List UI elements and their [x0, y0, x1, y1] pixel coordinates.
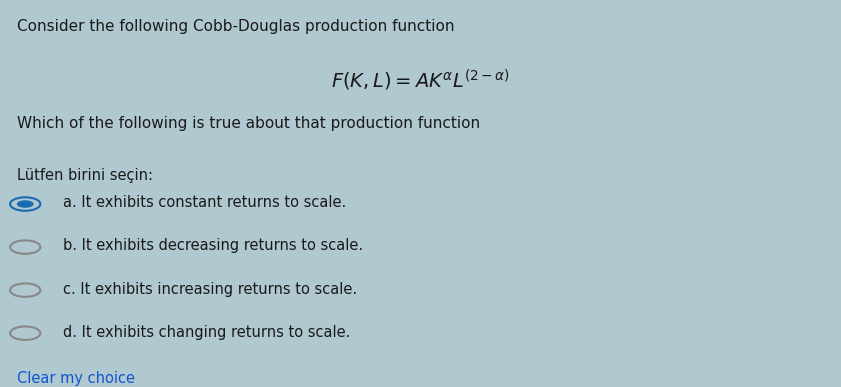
Text: a. It exhibits constant returns to scale.: a. It exhibits constant returns to scale… — [63, 195, 346, 211]
Text: Which of the following is true about that production function: Which of the following is true about tha… — [17, 116, 480, 131]
Text: Lütfen birini seçin:: Lütfen birini seçin: — [17, 168, 153, 183]
Circle shape — [17, 200, 34, 208]
Text: c. It exhibits increasing returns to scale.: c. It exhibits increasing returns to sca… — [63, 281, 357, 296]
Text: d. It exhibits changing returns to scale.: d. It exhibits changing returns to scale… — [63, 325, 351, 339]
Text: Clear my choice: Clear my choice — [17, 372, 135, 386]
Text: b. It exhibits decreasing returns to scale.: b. It exhibits decreasing returns to sca… — [63, 238, 363, 253]
Text: $F(K, L) = AK^{\alpha}L^{(2-\alpha)}$: $F(K, L) = AK^{\alpha}L^{(2-\alpha)}$ — [331, 67, 510, 92]
Text: Consider the following Cobb-Douglas production function: Consider the following Cobb-Douglas prod… — [17, 19, 454, 34]
